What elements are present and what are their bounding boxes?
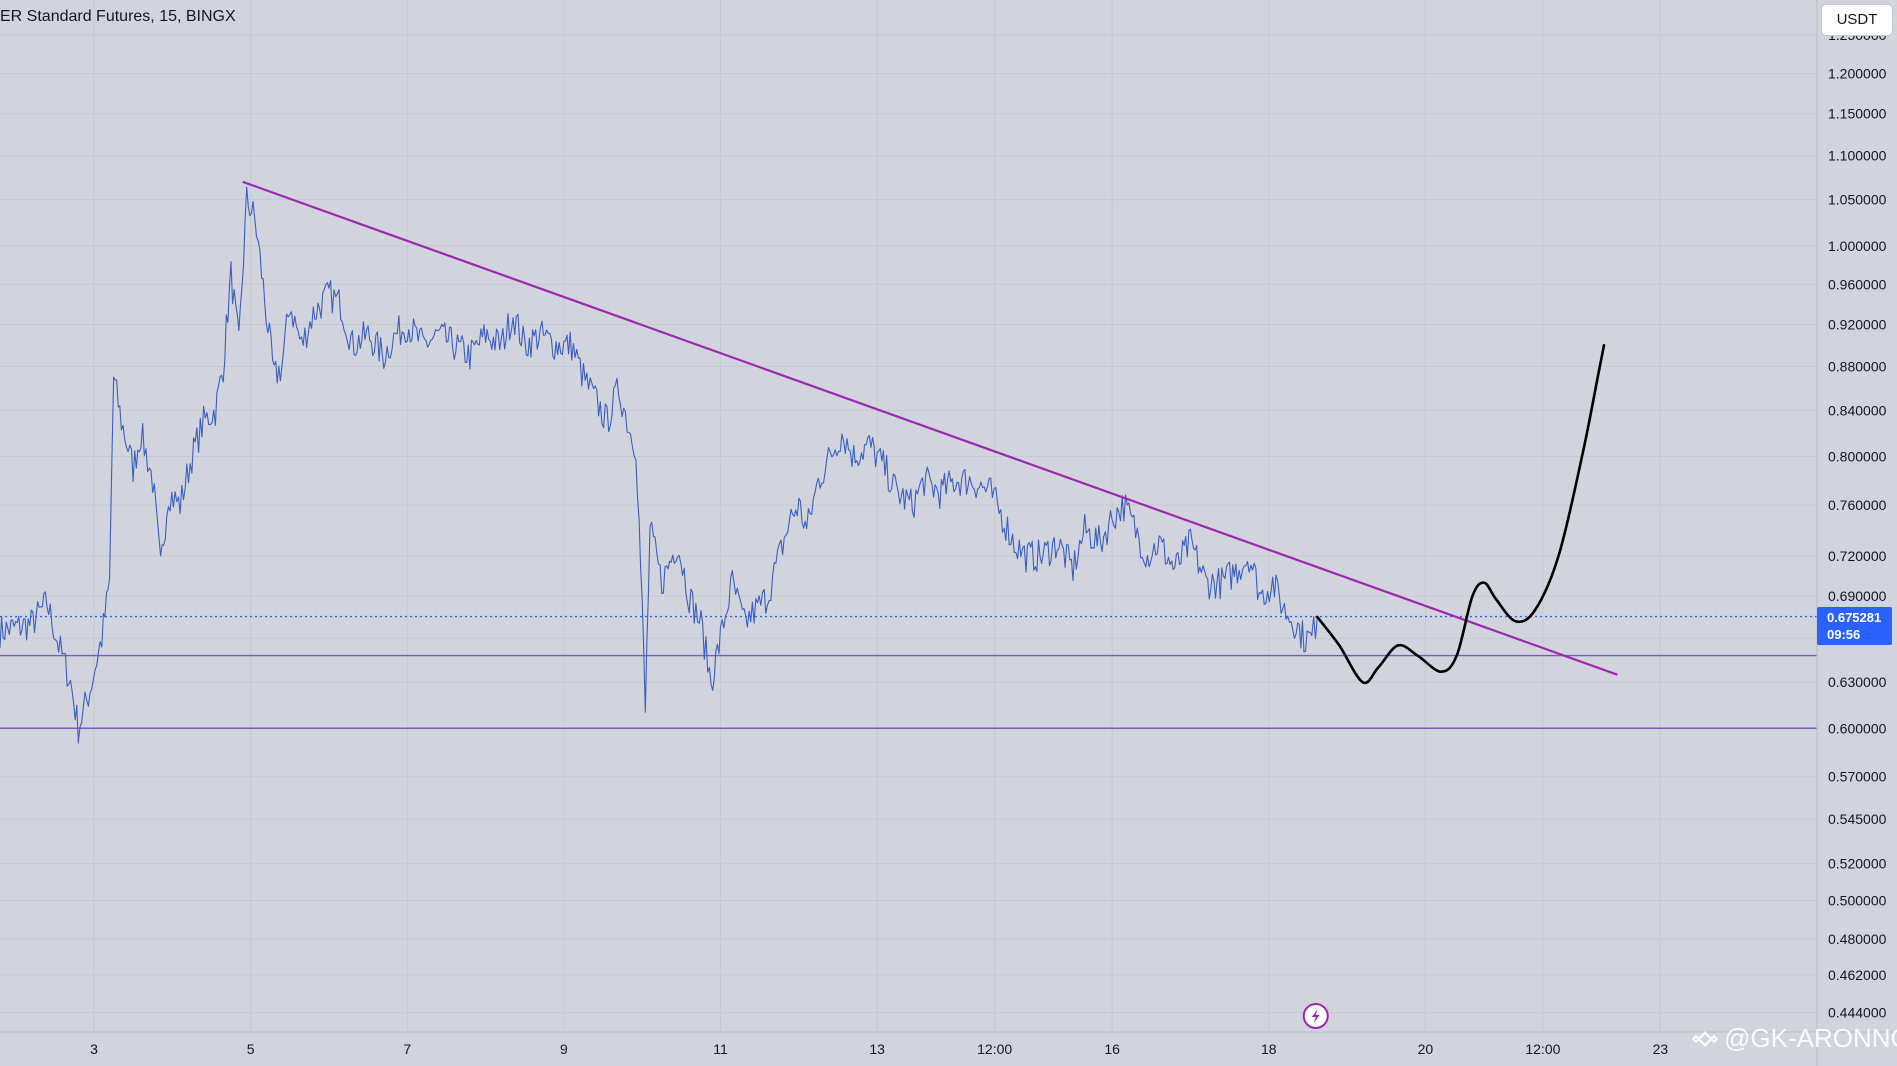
y-tick-label: 1.000000 xyxy=(1828,238,1887,254)
symbol-title: ER Standard Futures, 15, BINGX xyxy=(0,8,236,25)
y-tick-label: 0.570000 xyxy=(1828,769,1887,785)
y-tick-label: 0.462000 xyxy=(1828,967,1887,983)
binance-logo-icon xyxy=(1692,1030,1718,1047)
y-tick-label: 0.520000 xyxy=(1828,855,1887,871)
watermark-text: @GK-ARONNO xyxy=(1724,1023,1897,1053)
y-tick-label: 1.050000 xyxy=(1828,192,1887,208)
grid xyxy=(0,0,1817,1032)
y-tick-label: 0.690000 xyxy=(1828,588,1887,604)
y-tick-label: 0.960000 xyxy=(1828,276,1887,292)
y-tick-label: 0.444000 xyxy=(1828,1005,1887,1021)
y-tick-label: 0.720000 xyxy=(1828,548,1887,564)
current-price-value: 0.675281 xyxy=(1827,610,1882,625)
watermark: @GK-ARONNO xyxy=(1692,1023,1897,1054)
y-tick-label: 0.760000 xyxy=(1828,497,1887,513)
x-tick-label: 13 xyxy=(869,1041,885,1057)
lightning-bolt xyxy=(1311,1009,1320,1023)
y-tick-label: 1.200000 xyxy=(1828,66,1887,82)
x-tick-label: 12:00 xyxy=(1525,1041,1560,1057)
x-tick-label: 3 xyxy=(90,1041,98,1057)
y-tick-label: 0.480000 xyxy=(1828,931,1887,947)
x-tick-label: 5 xyxy=(247,1041,255,1057)
x-tick-label: 9 xyxy=(560,1041,568,1057)
forecast-layer xyxy=(1316,344,1606,685)
y-tick-label: 1.150000 xyxy=(1828,106,1887,122)
price-line xyxy=(0,186,1318,744)
price-series xyxy=(0,186,1318,744)
y-tick-label: 1.100000 xyxy=(1828,148,1887,164)
descending-trendline xyxy=(242,180,1618,676)
bar-countdown: 09:56 xyxy=(1827,627,1861,642)
lightning-icon[interactable] xyxy=(1302,1003,1329,1029)
y-tick-label: 0.800000 xyxy=(1828,449,1887,465)
trendline-layer xyxy=(242,180,1618,676)
x-tick-label: 20 xyxy=(1418,1041,1434,1057)
x-tick-label: 11 xyxy=(713,1041,728,1057)
x-tick-label: 18 xyxy=(1261,1041,1277,1057)
forecast-path xyxy=(1316,344,1606,685)
x-tick-label: 7 xyxy=(403,1041,411,1057)
x-tick-label: 16 xyxy=(1104,1041,1120,1057)
y-tick-label: 0.630000 xyxy=(1828,674,1887,690)
y-tick-label: 0.500000 xyxy=(1828,892,1887,908)
x-tick-label: 23 xyxy=(1653,1041,1669,1057)
x-tick-label: 12:00 xyxy=(977,1041,1012,1057)
markers xyxy=(1302,1003,1329,1029)
y-tick-label: 0.880000 xyxy=(1828,359,1887,375)
y-tick-label: 0.545000 xyxy=(1828,811,1887,827)
horizontal-levels xyxy=(0,615,1817,729)
y-tick-label: 0.840000 xyxy=(1828,402,1887,418)
y-tick-label: 0.920000 xyxy=(1828,317,1887,333)
current-price-label: 0.675281 09:56 xyxy=(1817,607,1892,645)
currency-button[interactable]: USDT xyxy=(1822,5,1892,35)
y-tick-label: 0.600000 xyxy=(1828,720,1887,736)
